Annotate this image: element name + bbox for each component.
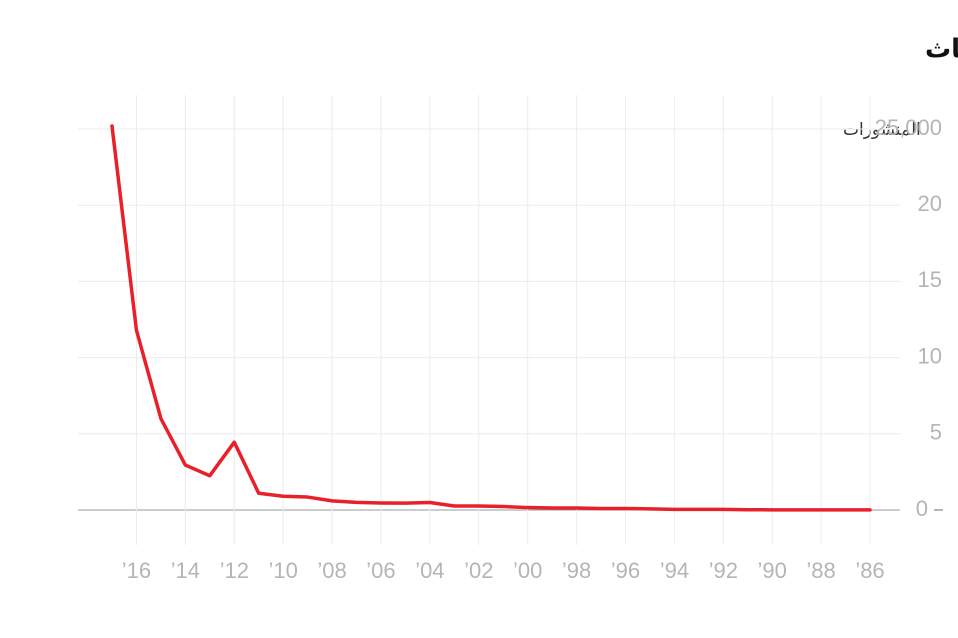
y-axis-label: المنشورات <box>843 120 921 140</box>
x-tick-label: ’00 <box>513 558 542 583</box>
chart-title: التزايد الكبير في انتشار مصطلح "التعلم ا… <box>925 33 958 65</box>
x-tick-label: ’90 <box>758 558 787 583</box>
x-tick-label: ’86 <box>855 558 884 583</box>
x-tick-label: ’94 <box>660 558 689 583</box>
y-tick-label: 15 <box>918 267 942 292</box>
data-line <box>110 124 872 512</box>
x-tick-label: ’12 <box>220 558 249 583</box>
x-tick-label: ’88 <box>806 558 835 583</box>
x-tick-label: ’08 <box>317 558 346 583</box>
y-tick-label: 5 <box>930 420 942 445</box>
x-tick-label: ’16 <box>122 558 151 583</box>
y-tick-label: 25,000 <box>875 115 942 140</box>
x-tick-label: ’02 <box>464 558 493 583</box>
y-tick-label: 10 <box>918 343 942 368</box>
x-tick-label: ’04 <box>415 558 444 583</box>
x-tick-label: ’92 <box>709 558 738 583</box>
x-tick-label: ’10 <box>268 558 297 583</box>
x-tick-label: ’98 <box>562 558 591 583</box>
x-tick-label: ’96 <box>611 558 640 583</box>
y-tick-label: 20 <box>918 191 942 216</box>
x-tick-label: ’14 <box>171 558 200 583</box>
x-tick-label: ’06 <box>366 558 395 583</box>
y-tick-label: 0 <box>916 496 928 521</box>
